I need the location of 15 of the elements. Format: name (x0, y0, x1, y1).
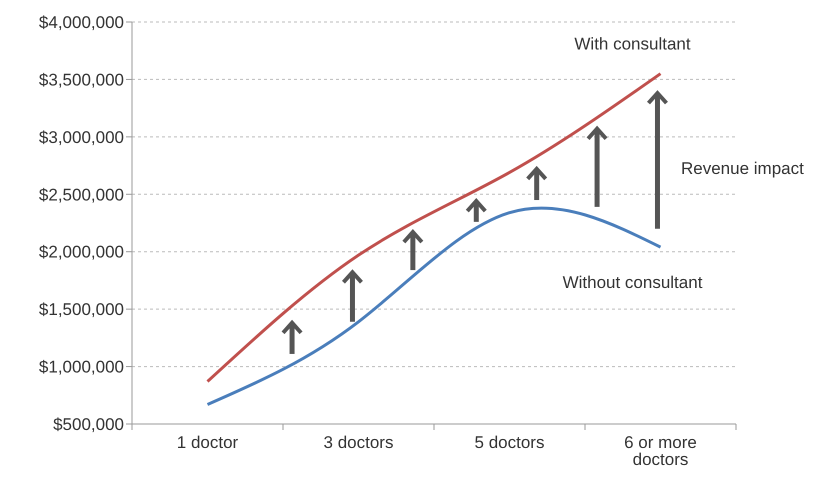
x-tick-label: 3 doctors (324, 433, 394, 452)
x-tick-label: 5 doctors (474, 433, 544, 452)
y-tick-label: $4,000,000 (38, 13, 124, 32)
y-tick-label: $3,500,000 (38, 70, 124, 90)
annotation: Revenue impact (681, 159, 804, 178)
y-tick-label: $1,500,000 (38, 300, 124, 320)
y-tick-label: $3,000,000 (38, 128, 124, 147)
y-tick-label: $500,000 (53, 415, 124, 434)
x-tick-label: 6 or more doctors (624, 433, 697, 470)
y-tick-label: $1,000,000 (38, 358, 124, 377)
y-tick-label: $2,000,000 (38, 242, 124, 262)
y-tick-label: $2,500,000 (38, 185, 124, 204)
text: Without consultant (562, 273, 703, 292)
x-tick-label: 1 doctor (176, 433, 239, 452)
text: With consultant (574, 34, 691, 54)
